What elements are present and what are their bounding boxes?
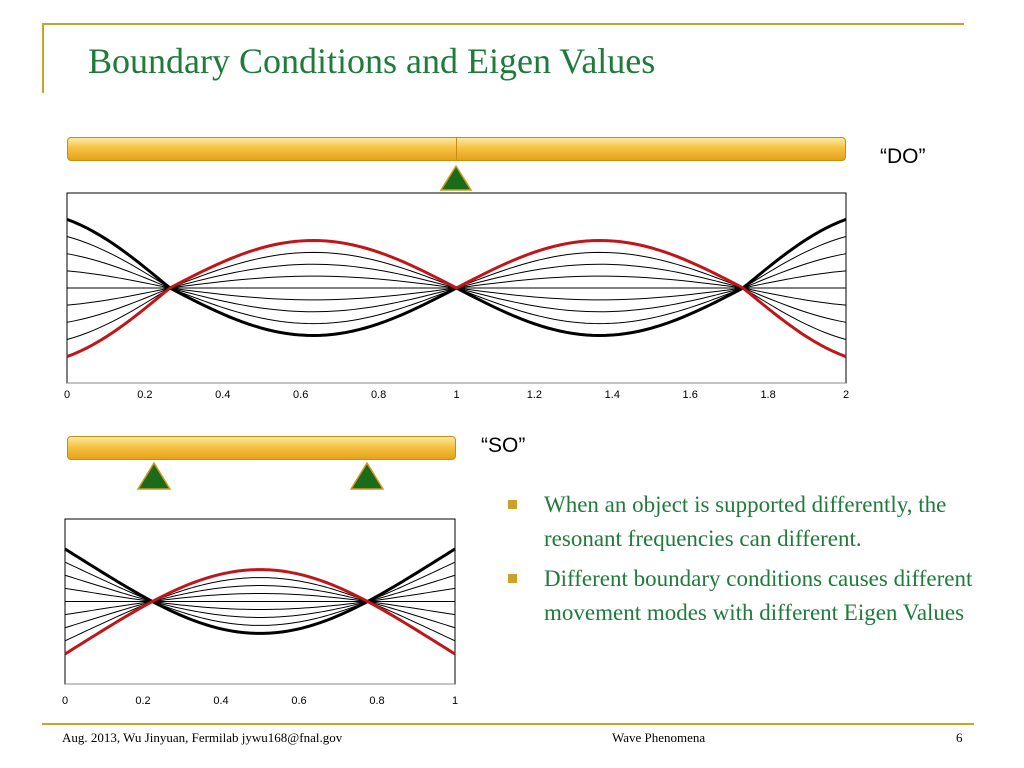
x-tick-label: 1 (452, 695, 458, 707)
bullet-text: When an object is supported differently,… (544, 492, 947, 551)
bullet-text: Different boundary conditions causes dif… (544, 566, 973, 625)
do-label: “DO” (880, 145, 926, 168)
x-tick-label: 0.8 (371, 389, 386, 401)
x-tick-label: 1.8 (760, 389, 775, 401)
mode-curve (64, 561, 456, 626)
mode-curve (64, 585, 456, 629)
do-beam-bar (67, 137, 846, 161)
mode-curve (64, 593, 456, 616)
bullet-list: When an object is supported differently,… (500, 488, 980, 632)
x-tick-label: 0 (64, 389, 70, 401)
mode-curve (64, 574, 456, 618)
footer-author: Aug. 2013, Wu Jinyuan, Fermilab jywu168@… (62, 730, 343, 745)
frame-top-rule (42, 23, 964, 25)
do-beam-center-divider (456, 138, 457, 160)
bullet-item: Different boundary conditions causes dif… (500, 562, 980, 630)
mode-curve (64, 577, 456, 642)
x-tick-label: 1.4 (605, 389, 620, 401)
x-tick-label: 0.4 (215, 389, 230, 401)
do-mode-chart: 0 0.2 0.4 0.6 0.8 1 1.2 1.4 1.6 1.8 2 (64, 192, 849, 401)
mode-curve-highlighted (66, 238, 847, 359)
so-mode-chart: 0 0.2 0.4 0.6 0.8 1 (62, 518, 458, 707)
mode-curve-highlighted (64, 568, 456, 656)
x-tick-label: 0.8 (369, 695, 384, 707)
so-beam-bar (67, 436, 456, 460)
slide-title: Boundary Conditions and Eigen Values (88, 41, 656, 81)
x-tick-label: 0.6 (293, 389, 308, 401)
frame-left-rule (42, 23, 44, 93)
x-tick-label: 1.2 (527, 389, 542, 401)
x-tick-label: 0.2 (137, 389, 152, 401)
x-tick-label: 1 (453, 389, 459, 401)
mode-curve (64, 587, 456, 610)
x-tick-label: 1.6 (683, 389, 698, 401)
bullet-square-icon (508, 500, 517, 509)
x-tick-label: 0 (62, 695, 68, 707)
x-tick-label: 0.4 (213, 695, 228, 707)
so-label: “SO” (481, 434, 526, 457)
x-tick-label: 0.6 (291, 695, 306, 707)
bullet-item: When an object is supported differently,… (500, 488, 980, 556)
footer-rule (42, 723, 974, 725)
footer-topic: Wave Phenomena (612, 730, 706, 745)
mode-curve (64, 547, 456, 635)
footer-page-number: 6 (956, 730, 963, 745)
x-tick-label: 0.2 (135, 695, 150, 707)
x-tick-label: 2 (843, 389, 849, 401)
bullet-square-icon (508, 574, 517, 583)
